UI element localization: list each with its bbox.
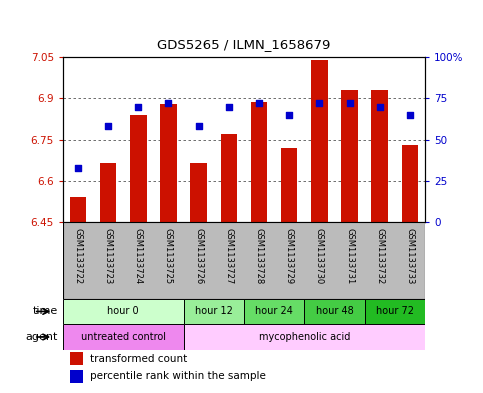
Text: hour 12: hour 12 [195, 307, 233, 316]
Text: GSM1133733: GSM1133733 [405, 228, 414, 285]
Text: GSM1133729: GSM1133729 [284, 228, 294, 284]
Text: hour 24: hour 24 [255, 307, 293, 316]
Bar [160, 104, 177, 222]
Bar [244, 299, 304, 324]
Text: GSM1133732: GSM1133732 [375, 228, 384, 285]
Text: GDS5265 / ILMN_1658679: GDS5265 / ILMN_1658679 [157, 38, 330, 51]
Bar [371, 90, 388, 222]
Text: untreated control: untreated control [81, 332, 166, 342]
Bar [190, 163, 207, 222]
Bar [251, 103, 267, 222]
Bar [100, 163, 116, 222]
Bar [70, 352, 83, 365]
Text: GSM1133722: GSM1133722 [73, 228, 83, 284]
Bar [341, 90, 358, 222]
Point [74, 164, 82, 171]
Text: mycophenolic acid: mycophenolic acid [258, 332, 350, 342]
Point [346, 100, 354, 107]
Text: transformed count: transformed count [90, 354, 187, 364]
Text: GSM1133730: GSM1133730 [315, 228, 324, 285]
Bar [70, 370, 83, 383]
Text: GSM1133726: GSM1133726 [194, 228, 203, 285]
Text: hour 0: hour 0 [107, 307, 139, 316]
Point [255, 100, 263, 107]
Point [195, 123, 202, 129]
Bar [365, 299, 425, 324]
Bar [130, 115, 146, 222]
Bar [311, 60, 327, 222]
Text: GSM1133728: GSM1133728 [255, 228, 264, 285]
Point [225, 103, 233, 110]
Text: GSM1133731: GSM1133731 [345, 228, 354, 285]
Text: agent: agent [26, 332, 58, 342]
Text: hour 48: hour 48 [315, 307, 354, 316]
Point [376, 103, 384, 110]
Text: GSM1133725: GSM1133725 [164, 228, 173, 284]
Bar [63, 299, 184, 324]
Point [134, 103, 142, 110]
Text: time: time [33, 307, 58, 316]
Bar [402, 145, 418, 222]
Bar [63, 222, 425, 299]
Point [406, 112, 414, 118]
Text: GSM1133727: GSM1133727 [224, 228, 233, 285]
Text: hour 72: hour 72 [376, 307, 414, 316]
Text: GSM1133724: GSM1133724 [134, 228, 143, 284]
Point [104, 123, 112, 129]
Bar [184, 299, 244, 324]
Bar [304, 299, 365, 324]
Bar [184, 324, 425, 350]
Point [315, 100, 323, 107]
Bar [63, 324, 184, 350]
Point [165, 100, 172, 107]
Bar [281, 148, 298, 222]
Bar [70, 197, 86, 222]
Text: percentile rank within the sample: percentile rank within the sample [90, 371, 266, 381]
Text: GSM1133723: GSM1133723 [103, 228, 113, 285]
Point [285, 112, 293, 118]
Bar [221, 134, 237, 222]
